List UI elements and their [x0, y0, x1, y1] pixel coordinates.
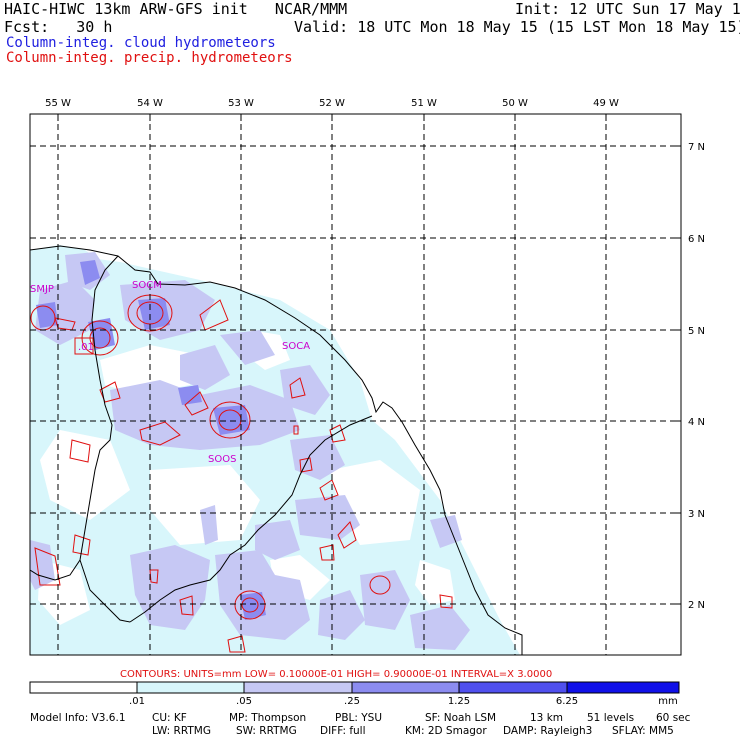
footer-item: CU: KF — [152, 712, 187, 724]
colorbar-tick: 1.25 — [448, 696, 470, 707]
longitude-labels: 55 W 54 W 53 W 52 W 51 W 50 W 49 W — [45, 98, 619, 109]
lon-label: 52 W — [319, 98, 345, 109]
contour-info: CONTOURS: UNITS=mm LOW= 0.10000E-01 HIGH… — [120, 669, 552, 680]
station-smjp: SMJP — [30, 284, 54, 295]
lon-label: 49 W — [593, 98, 619, 109]
footer-item: 60 sec — [656, 712, 691, 724]
color-bar — [29, 681, 680, 694]
station-socm: SOCM — [132, 280, 162, 291]
footer-item: 13 km — [530, 712, 563, 724]
latitude-labels: 7 N 6 N 5 N 4 N 3 N 2 N — [688, 142, 705, 611]
station-value: .01 — [78, 342, 94, 353]
footer-item: MP: Thompson — [229, 712, 306, 724]
footer-item: Model Info: V3.6.1 — [30, 712, 126, 724]
lat-label: 3 N — [688, 509, 705, 520]
lon-label: 54 W — [137, 98, 163, 109]
footer-item: KM: 2D Smagor — [405, 725, 487, 737]
header-init-time: Init: 12 UTC Sun 17 May 15 — [515, 0, 740, 18]
footer-item: DIFF: full — [320, 725, 366, 737]
footer-item: SFLAY: MM5 — [612, 725, 674, 737]
header-title: HAIC-HIWC 13km ARW-GFS init NCAR/MMM — [4, 0, 348, 18]
lat-label: 2 N — [688, 600, 705, 611]
colorbar-tick: .25 — [344, 696, 360, 707]
lat-label: 6 N — [688, 234, 705, 245]
footer-item: PBL: YSU — [335, 712, 382, 724]
footer-item: LW: RRTMG — [152, 725, 211, 737]
coastline-borders — [30, 245, 523, 655]
station-labels: SMJP SOCM SOCA SOOS .01 — [30, 280, 310, 465]
model-info-footer: Model Info: V3.6.1 CU: KF MP: Thompson P… — [30, 712, 691, 737]
lat-label: 7 N — [688, 142, 705, 153]
colorbar-tick: 6.25 — [556, 696, 578, 707]
lat-label: 5 N — [688, 326, 705, 337]
lat-lon-grid — [30, 114, 681, 655]
map-frame — [29, 113, 682, 656]
footer-item: DAMP: Rayleigh3 — [503, 725, 592, 737]
color-bar-ticks: .01 .05 .25 1.25 6.25 mm — [129, 696, 678, 707]
footer-item: SF: Noah LSM — [425, 712, 496, 724]
lon-label: 53 W — [228, 98, 254, 109]
station-soos: SOOS — [208, 454, 236, 465]
colorbar-units: mm — [658, 696, 677, 707]
hydrometeor-field — [30, 245, 520, 655]
lon-label: 51 W — [411, 98, 437, 109]
lon-label: 50 W — [502, 98, 528, 109]
lat-label: 4 N — [688, 417, 705, 428]
footer-item: 51 levels — [587, 712, 634, 724]
colorbar-tick: .01 — [129, 696, 145, 707]
colorbar-tick: .05 — [236, 696, 252, 707]
header-valid-time: Valid: 18 UTC Mon 18 May 15 (15 LST Mon … — [294, 18, 740, 36]
footer-item: SW: RRTMG — [236, 725, 297, 737]
lon-label: 55 W — [45, 98, 71, 109]
legend-precip-label: Column-integ. precip. hydrometeors — [6, 50, 293, 66]
station-soca: SOCA — [282, 341, 310, 352]
header-forecast-hour: Fcst: 30 h — [4, 18, 113, 36]
axis-ticks — [57, 114, 681, 605]
legend-cloud-label: Column-integ. cloud hydrometeors — [6, 35, 276, 51]
